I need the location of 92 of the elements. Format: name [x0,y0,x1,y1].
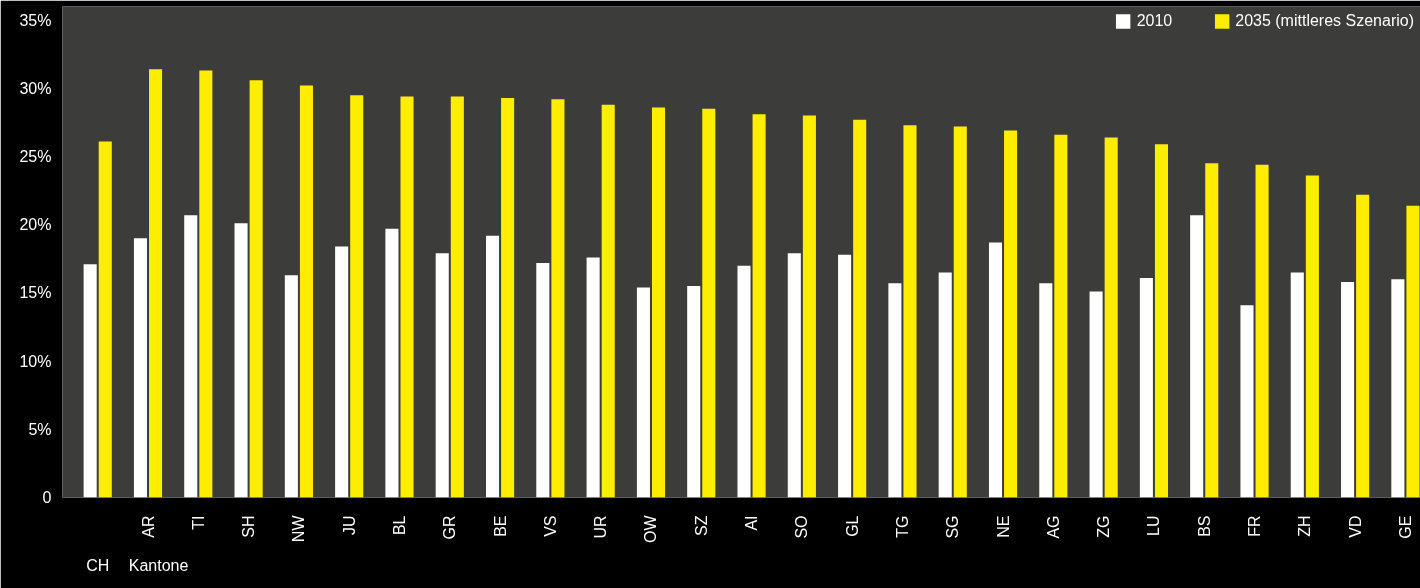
x-tick-label: GE [1396,515,1414,539]
bar [1154,144,1169,498]
bar [1205,163,1219,498]
bar [1139,277,1153,498]
x-tick-label: FR [1246,515,1264,537]
y-tick-label: 20% [19,216,52,234]
y-tick-label: 15% [19,284,52,302]
bar [435,253,449,498]
x-tick-label: SH [240,515,258,538]
x-tick-label: BE [491,515,509,537]
legend-label: 2010 [1136,12,1173,30]
bar [953,126,967,498]
bar [350,95,364,498]
bar [1104,137,1118,498]
bar [199,70,213,498]
bar [249,80,263,498]
bar [1255,164,1269,498]
y-tick-label: 0 [42,489,52,506]
bar [737,265,751,498]
x-tick-label: SZ [692,515,710,536]
y-tick-label: 5% [28,420,52,438]
bar [853,119,867,498]
bar [184,215,198,498]
bar [1004,130,1018,498]
bar [98,141,112,498]
bar [752,114,766,498]
bar [988,242,1003,498]
text: CH [86,556,110,574]
bar [1089,291,1103,498]
x-tick-label: UR [592,515,610,539]
x-tick-label: TI [189,515,207,530]
x-tick-label: LU [1145,515,1163,536]
x-tick-label: TG [893,515,911,538]
y-tick-label: 35% [19,11,52,29]
x-tick-label: SO [793,515,811,539]
bar [501,97,515,498]
bar [1240,305,1254,498]
bar [702,108,716,498]
bar [586,257,600,498]
x-tick-label: NE [994,515,1012,538]
bar [1391,279,1405,498]
bar [1039,283,1053,498]
bar [1341,282,1355,498]
text: Kantone [128,556,189,574]
bar [601,104,615,498]
bar [1406,205,1420,498]
x-tick-label: VD [1346,515,1364,538]
x-tick-label: ZG [1095,515,1113,538]
y-tick-label: 25% [19,148,52,166]
bar [938,272,952,498]
x-tick-label: BS [1195,515,1213,537]
bar [133,238,147,498]
x-tick-label: GL [843,515,861,537]
y-tick-label: 10% [19,352,52,370]
bar [888,283,902,498]
x-tick-label: BL [390,515,408,536]
bar [485,235,500,498]
bar [234,223,248,498]
x-tick-label: SG [944,515,962,539]
bar [1054,134,1068,498]
x-tick-label: AG [1044,515,1062,539]
bar [450,96,464,498]
bar [335,246,349,498]
x-tick-label: GR [441,515,459,540]
bar [400,96,414,498]
x-tick-label: ZH [1296,515,1314,537]
bar [1290,272,1304,498]
bar [1305,175,1319,498]
bar [1356,194,1370,498]
x-tick-label: AR [139,515,157,538]
x-tick-label: VS [541,515,559,537]
legend-label: 2035 (mittleres Szenario) [1235,12,1414,30]
bar [83,264,97,498]
bar [838,254,852,498]
bar [687,286,701,498]
x-tick-label: AI [743,515,761,531]
bar [149,69,163,498]
x-tick-label: NW [290,514,308,543]
bar [651,107,666,498]
bar [636,287,650,498]
x-tick-label: JU [340,515,358,536]
bar [299,85,313,498]
bar [903,125,917,498]
bar [536,262,550,498]
y-tick-label: 30% [19,79,52,97]
bar [802,115,816,498]
bar [787,253,801,498]
bar [551,99,565,498]
bar [1190,215,1204,498]
x-tick-label: OW [642,514,660,544]
bar [284,275,298,498]
bar [385,228,399,498]
